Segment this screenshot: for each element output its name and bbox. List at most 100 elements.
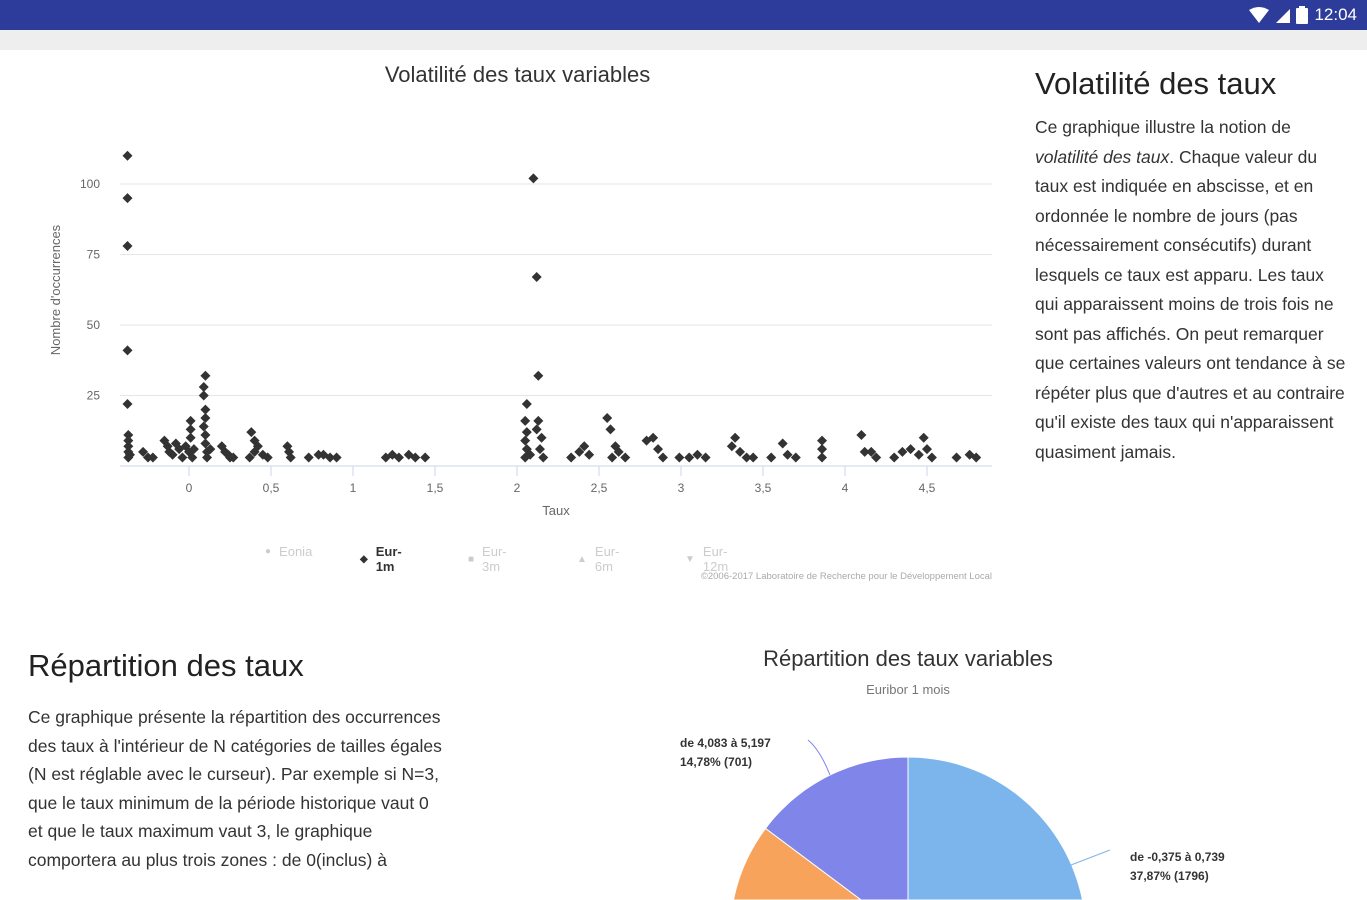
data-point [951,452,962,463]
data-point [185,424,196,435]
data-point [202,452,213,463]
data-point [889,452,900,463]
data-point [198,382,209,393]
data-point [817,435,828,446]
pie-label: de -0,375 à 0,739 [1130,850,1225,864]
data-point [325,452,336,463]
data-point [187,452,198,463]
legend-label: Eur-1m [375,544,402,574]
data-point [605,424,616,435]
data-point [866,446,877,457]
legend-item-eonia[interactable]: ● Eonia [265,544,312,559]
data-point [922,444,932,455]
x-tick-label: 1,5 [427,481,444,495]
data-point [521,398,532,409]
data-point [200,370,211,381]
pie-connector [807,739,831,776]
pie-value: 37,87% (1796) [1130,869,1209,883]
signal-icon [1276,9,1291,23]
pie-slice [732,827,863,900]
data-point [525,449,536,460]
data-point [905,444,916,455]
toolbar-strip [0,30,1367,50]
x-tick-label: 1 [350,481,357,495]
data-point [200,429,211,440]
data-point [185,415,196,426]
data-point [520,435,531,446]
y-tick-label: 75 [87,248,101,262]
repartition-heading: Répartition des taux [28,648,304,683]
triangle-up-icon: ▲ [577,553,587,565]
data-point [918,432,929,443]
data-point [534,444,545,455]
data-point [726,441,737,452]
pie-label: de 4,083 à 5,197 [680,736,771,750]
pie-value: 14,78% (701) [680,755,752,769]
data-point [538,452,549,463]
data-point [684,452,695,463]
data-point [748,452,759,463]
data-point [700,452,711,463]
data-point [536,432,547,443]
volatility-heading: Volatilité des taux [1035,66,1277,101]
data-point [188,444,199,455]
emphasis: volatilité des taux [1035,146,1170,167]
data-point [167,449,178,460]
y-tick-label: 100 [80,177,100,191]
data-point [122,150,133,161]
data-point [790,452,801,463]
x-axis-title: Taux [542,503,570,518]
data-point [566,452,577,463]
data-point [205,444,216,455]
pie-chart: de -0,375 à 0,739 37,87% (1796) de 4,083 à… [680,736,1225,900]
data-point [393,452,404,463]
data-point [200,413,211,424]
data-point [859,446,870,457]
y-axis-title: Nombre d'occurrences [48,224,63,355]
data-point [122,241,133,252]
data-point [147,452,158,463]
data-point [574,446,585,457]
data-point [124,449,135,460]
y-tick-label: 25 [87,389,101,403]
data-point [520,415,531,426]
data-point [244,452,255,463]
legend-label: Eur-3m [482,544,507,574]
data-point [249,446,260,457]
data-point [200,404,211,415]
pie-connector [1057,849,1111,871]
data-point [657,452,668,463]
data-point [185,432,196,443]
data-point [766,452,777,463]
legend-item-eur-3m[interactable]: ■ Eur-3m [468,544,507,574]
circle-icon: ● [265,546,272,557]
wifi-icon [1249,7,1270,23]
legend-item-eur-1m[interactable]: ◆ Eur-1m [360,544,402,574]
data-point [331,452,342,463]
data-point [531,424,542,435]
data-point [198,421,209,432]
x-tick-label: 0 [186,481,193,495]
data-point [579,441,590,452]
data-point [122,345,133,356]
x-tick-label: 2,5 [591,481,608,495]
data-point [620,452,631,463]
legend-item-eur-6m[interactable]: ▲ Eur-6m [577,544,619,574]
x-tick-label: 3,5 [755,481,772,495]
data-point [897,446,908,457]
data-point [200,438,211,449]
data-point [613,446,624,457]
x-tick-label: 2 [514,481,521,495]
data-point [122,398,133,409]
data-point [123,441,134,452]
data-point [926,452,937,463]
data-point [648,432,659,443]
data-point [138,446,149,457]
square-icon: ■ [468,553,475,565]
data-point [521,427,532,438]
legend-item-eur-12m[interactable]: ▼ Eur-12m [685,544,728,574]
data-point [692,449,703,460]
data-point [730,432,741,443]
data-point [528,173,539,184]
data-point [735,446,746,457]
